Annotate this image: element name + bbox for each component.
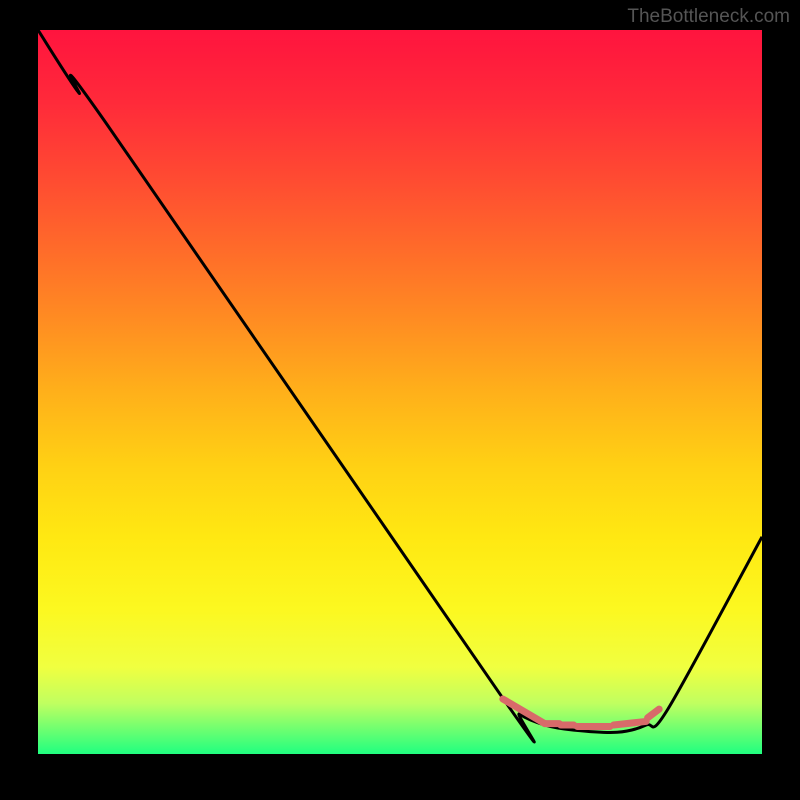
bottleneck-curve <box>38 30 762 742</box>
curve-overlay <box>38 30 762 754</box>
plot-area <box>38 30 762 754</box>
valley-markers <box>503 699 659 727</box>
watermark: TheBottleneck.com <box>627 6 790 28</box>
